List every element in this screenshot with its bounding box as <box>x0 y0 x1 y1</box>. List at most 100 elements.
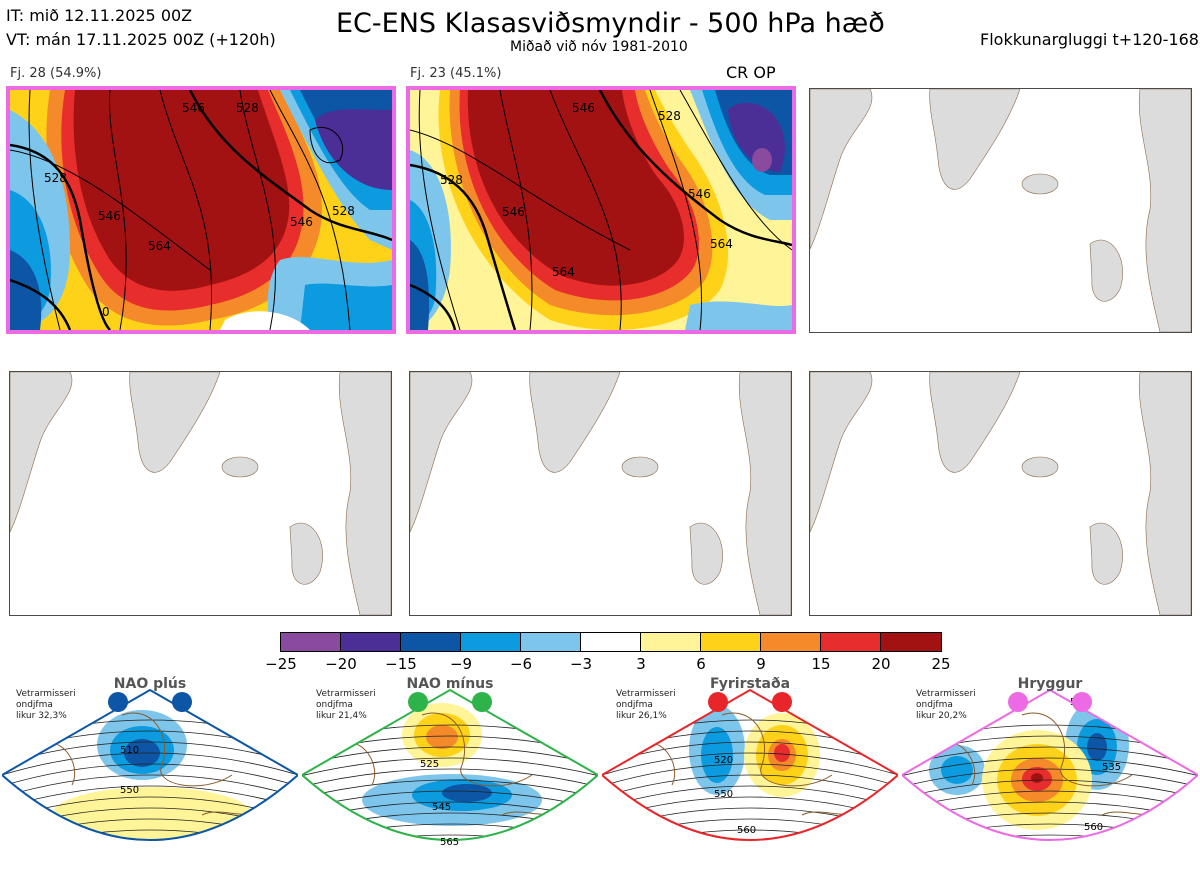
colorbar-tick-label: 9 <box>756 655 766 673</box>
colorbar-tick-label: −25 <box>265 655 297 673</box>
colorbar-swatch <box>641 633 701 651</box>
regime-note: Vetrarmisseri ondjfma likur 32,3% <box>16 689 76 722</box>
regime-note-line: Vetrarmisseri <box>316 689 376 699</box>
colorbar-tick-label: 25 <box>931 655 951 673</box>
regime-title: Hryggur <box>1017 676 1083 692</box>
contour-label: 528 <box>236 101 259 115</box>
contour-label: 546 <box>688 187 711 201</box>
contour-label: 0 <box>102 305 110 319</box>
basemap-graphic <box>810 89 1191 332</box>
init-time: IT: mið 12.11.2025 00Z <box>6 6 193 25</box>
contour-label: 528 <box>658 109 681 123</box>
colorbar-swatch <box>401 633 461 651</box>
colorbar-tick-label: 6 <box>696 655 706 673</box>
regime-panel[interactable]: 505535560HryggurVetrarmisseriondjfmaliku… <box>902 675 1198 869</box>
regime-note-line: likur 20,2% <box>916 711 967 721</box>
colorbar-swatch <box>881 633 941 651</box>
regime-marker-dot <box>408 692 428 712</box>
colorbar-tick-label: 15 <box>811 655 831 673</box>
regime-panel[interactable]: 520 550 560 Fyrirstaða Vetrarmisseri ondjfma l… <box>602 675 898 869</box>
classification-window: Flokkunargluggi t+120-168 <box>980 30 1199 49</box>
colorbar-tick-label: 20 <box>871 655 891 673</box>
contour-label: 528 <box>44 171 67 185</box>
regime-note-line: likur 32,3% <box>16 711 67 721</box>
regime-title: Fyrirstaða <box>709 676 791 692</box>
contour-label: 564 <box>710 237 733 251</box>
contour-label: 545 <box>432 802 451 813</box>
cluster-map-1-graphic: 528 546 546 528 564 546 528 0 <box>10 90 392 330</box>
contour-label: 520 <box>714 755 733 766</box>
regime-note-line: likur 26,1% <box>616 711 667 721</box>
regime-marker-dot <box>708 692 728 712</box>
regime-map: 520 550 560 <box>602 688 898 841</box>
cluster-map-2[interactable]: 528 546 528 546 564 564 546 <box>406 86 796 334</box>
regime-note-line: ondjfma <box>616 700 653 710</box>
colorbar-tick-label: −9 <box>449 655 473 673</box>
colorbar-ticks: −25 −20 −15 −9 −6 −3 3 6 9 15 20 25 <box>265 655 950 675</box>
regime-note-line: ondjfma <box>916 700 953 710</box>
colorbar-swatch <box>761 633 821 651</box>
cluster-map-6[interactable] <box>809 371 1192 616</box>
valid-time: VT: mán 17.11.2025 00Z (+120h) <box>6 30 276 49</box>
colorbar-tick-label: 3 <box>636 655 646 673</box>
contour-label: 564 <box>148 239 171 253</box>
regime-title: NAO plús <box>113 676 187 692</box>
contour-label: 535 <box>1102 762 1121 773</box>
cluster-map-2-graphic: 528 546 528 546 564 564 546 <box>410 90 792 330</box>
colorbar-swatch <box>821 633 881 651</box>
contour-label: 510 <box>120 745 139 756</box>
contour-label: 546 <box>572 101 595 115</box>
colorbar-tick-label: −3 <box>569 655 593 673</box>
colorbar-swatches <box>281 633 941 651</box>
colorbar-swatch <box>281 633 341 651</box>
panel-2-tag: CR OP <box>726 63 776 82</box>
contour-label: 525 <box>420 759 439 770</box>
regime-map: 505535560 <box>902 688 1198 841</box>
regime-note: Vetrarmisseri ondjfma likur 20,2% <box>916 689 976 722</box>
regime-note-line: ondjfma <box>316 700 353 710</box>
regime-marker-dot <box>1008 692 1028 712</box>
contour-label: 550 <box>120 785 139 796</box>
cluster-map-3[interactable] <box>809 88 1192 333</box>
colorbar-swatch <box>701 633 761 651</box>
regime-marker-dot <box>772 692 792 712</box>
regime-note-line: Vetrarmisseri <box>16 689 76 699</box>
regime-note-line: Vetrarmisseri <box>616 689 676 699</box>
panel-1-label: Fj. 28 (54.9%) <box>10 66 102 81</box>
contour-label: 546 <box>182 101 205 115</box>
cluster-map-5[interactable] <box>409 371 792 616</box>
page-title: EC-ENS Klasasviðsmyndir - 500 hPa hæð <box>336 8 885 39</box>
colorbar-swatch <box>341 633 401 651</box>
contour-label: 546 <box>98 209 121 223</box>
regime-panel[interactable]: 525 545 565 NAO mínus Vetrarmisseri ondjfma li… <box>302 675 598 869</box>
regime-note-line: likur 21,4% <box>316 711 367 721</box>
regime-marker-dot <box>108 692 128 712</box>
cluster-map-4[interactable] <box>9 371 392 616</box>
colorbar-tick-label: −6 <box>509 655 533 673</box>
regime-note-line: Vetrarmisseri <box>916 689 976 699</box>
regime-note: Vetrarmisseri ondjfma likur 21,4% <box>316 689 376 722</box>
contour-label: 564 <box>552 265 575 279</box>
regime-panel[interactable]: 510 550 NAO plús Vetrarmisseri ondjfma likur … <box>2 675 298 869</box>
contour-label: 565 <box>440 837 459 848</box>
colorbar <box>280 632 942 652</box>
colorbar-swatch <box>521 633 581 651</box>
contour-label: 560 <box>1084 822 1103 833</box>
colorbar-swatch <box>461 633 521 651</box>
regime-marker-dot <box>1072 692 1092 712</box>
regime-title: NAO mínus <box>406 676 494 692</box>
cluster-map-1[interactable]: 528 546 546 528 564 546 528 0 <box>6 86 396 334</box>
regime-marker-dot <box>472 692 492 712</box>
regime-map: 510 550 <box>2 688 298 841</box>
regime-note: Vetrarmisseri ondjfma likur 26,1% <box>616 689 676 722</box>
contour-label: 546 <box>502 205 525 219</box>
contour-label: 528 <box>440 173 463 187</box>
regime-note-line: ondjfma <box>16 700 53 710</box>
colorbar-tick-label: −20 <box>325 655 357 673</box>
colorbar-swatch <box>581 633 641 651</box>
contour-label: 546 <box>290 215 313 229</box>
basemap-graphic <box>410 372 791 615</box>
contour-label: 560 <box>737 825 756 836</box>
colorbar-tick-label: −15 <box>385 655 417 673</box>
page-subtitle: Miðað við nóv 1981-2010 <box>510 39 688 55</box>
